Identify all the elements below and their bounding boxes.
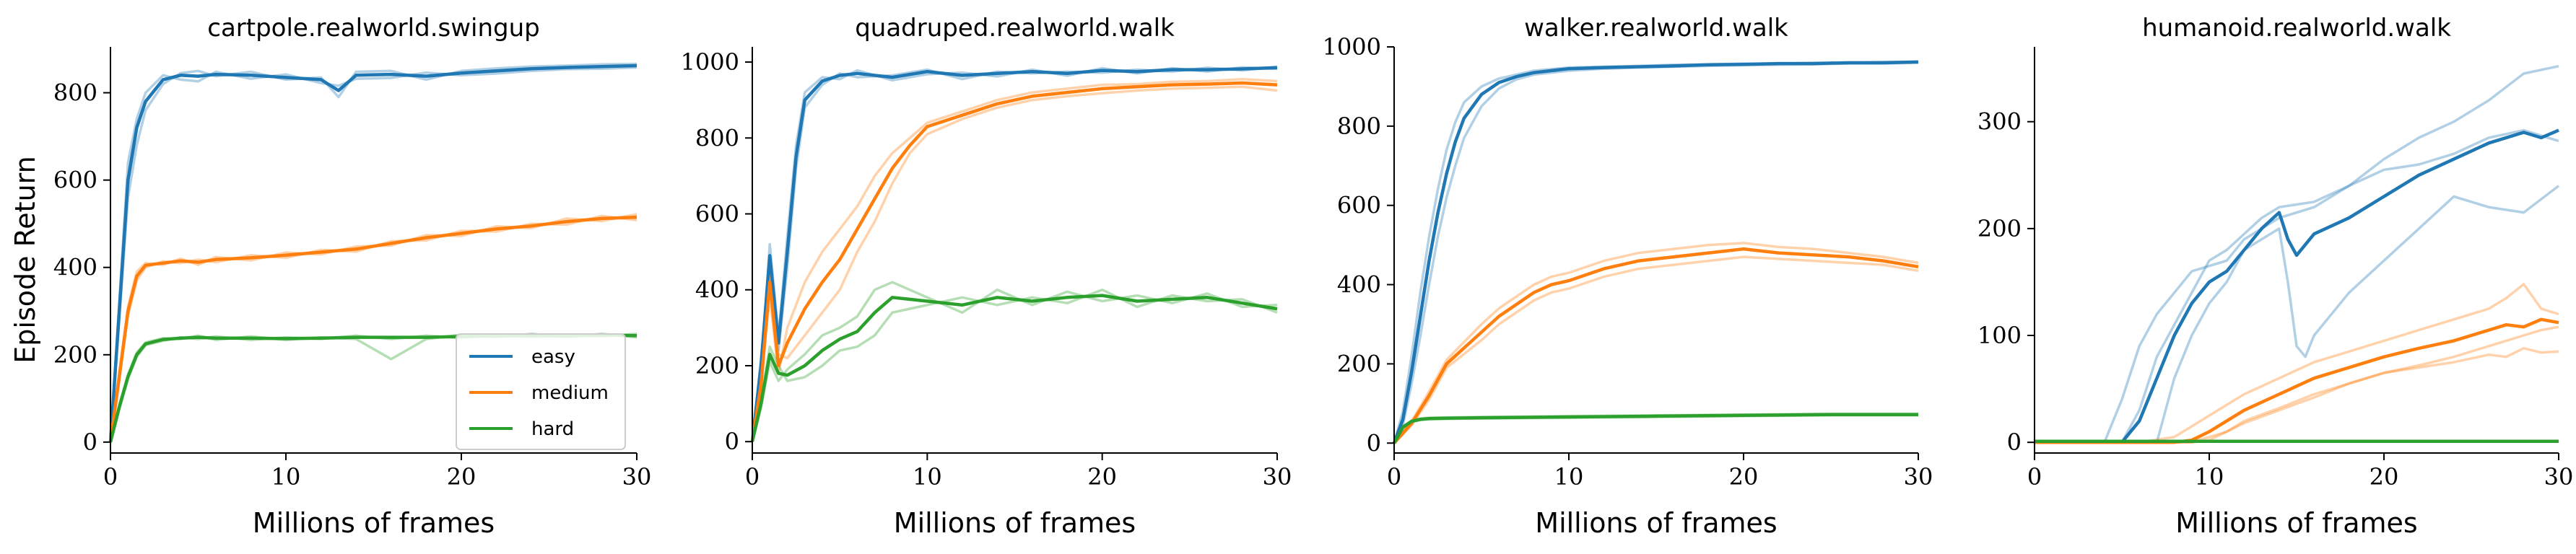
y-tick-label: 600: [1337, 192, 1381, 219]
y-tick-label: 1000: [1323, 33, 1381, 61]
legend-entry-medium: medium: [469, 382, 609, 404]
y-tick-label: 400: [53, 254, 97, 281]
x-tick-label: 10: [2195, 463, 2224, 491]
x-tick-label: 30: [1904, 463, 1933, 491]
series-hard-run-1: [751, 281, 1278, 442]
series-easy-run-3: [2035, 128, 2559, 444]
y-tick-label: 0: [725, 428, 739, 455]
x-axis-label: Millions of frames: [894, 507, 1136, 539]
chart-panel-quadruped: quadruped.realworld.walk 0 10 20 30 0 200 400 60…: [681, 14, 1292, 539]
x-axis-label: Millions of frames: [253, 507, 495, 539]
y-tick-label: 0: [1367, 429, 1381, 457]
legend-label-medium: medium: [531, 382, 609, 404]
x-tick-label: 20: [2370, 463, 2399, 491]
y-tick-label: 100: [1977, 322, 2022, 349]
y-tick-label: 800: [53, 79, 97, 107]
chart-title: humanoid.realworld.walk: [2142, 14, 2451, 43]
y-tick-label: 400: [695, 276, 739, 304]
x-tick-label: 0: [103, 463, 118, 491]
x-axis-label: Millions of frames: [1535, 507, 1777, 539]
y-tick-label: 200: [53, 341, 97, 369]
x-tick-label: 0: [2027, 463, 2042, 491]
series-hard-run-2: [751, 288, 1278, 442]
y-tick-label: 800: [1337, 113, 1381, 140]
chart-title: cartpole.realworld.swingup: [207, 14, 539, 43]
chart-panel-walker: walker.realworld.walk 0 10 20 30 0 200 400 600 80…: [1323, 14, 1933, 539]
y-tick-label: 200: [1337, 350, 1381, 377]
series-hard-line: [750, 294, 1278, 442]
y-tick-label: 1000: [681, 48, 739, 76]
y-tick-label: 0: [2007, 428, 2022, 456]
series-medium-run-2: [751, 85, 1278, 442]
chart-panel-cartpole: cartpole.realworld.swingup 0 10 20 30 0 200 400…: [53, 14, 651, 539]
series-easy-line: [2035, 128, 2559, 444]
series-medium-run-2: [1393, 255, 1919, 444]
x-tick-label: 0: [1387, 463, 1401, 491]
series-easy-run-2: [751, 66, 1278, 442]
x-tick-label: 20: [447, 463, 477, 491]
series-easy-line: [1392, 60, 1919, 444]
legend-label-easy: easy: [531, 346, 575, 368]
x-tick-label: 10: [1554, 463, 1584, 491]
series-medium-line: [108, 215, 638, 443]
x-axis-label: Millions of frames: [2175, 507, 2417, 539]
x-tick-label: 30: [2544, 463, 2574, 491]
x-tick-label: 10: [271, 463, 301, 491]
legend-entry-easy: easy: [469, 346, 575, 368]
x-tick-label: 20: [1087, 463, 1117, 491]
series-medium-run-3: [2035, 347, 2559, 444]
legend-entry-hard: hard: [469, 418, 574, 440]
y-tick-label: 800: [695, 124, 739, 151]
y-tick-label: 600: [695, 201, 739, 228]
series-hard-line: [1393, 413, 1918, 444]
legend-label-hard: hard: [531, 418, 574, 440]
series-medium-line: [1393, 247, 1919, 444]
legend-frame: [456, 333, 626, 450]
x-tick-label: 10: [913, 463, 942, 491]
x-tick-label: 20: [1729, 463, 1759, 491]
legend: easy medium hard: [456, 333, 626, 450]
y-tick-label: 0: [83, 428, 97, 456]
series-easy-line: [750, 66, 1278, 442]
series-medium-run-1: [1393, 242, 1919, 444]
y-tick-label: 300: [1977, 108, 2022, 136]
y-tick-label: 600: [53, 167, 97, 194]
series-easy-run-1: [2035, 64, 2559, 444]
series-medium-line: [750, 81, 1278, 442]
series-easy-line: [108, 63, 638, 443]
x-tick-label: 30: [622, 463, 652, 491]
chart-title: walker.realworld.walk: [1524, 14, 1788, 43]
y-axis-label: Episode Return: [9, 156, 41, 363]
x-tick-label: 0: [745, 463, 760, 491]
series-medium-run-1: [751, 77, 1278, 442]
chart-title: quadruped.realworld.walk: [855, 14, 1175, 43]
y-tick-label: 200: [695, 352, 739, 379]
y-tick-label: 200: [1977, 215, 2022, 242]
x-tick-label: 30: [1263, 463, 1292, 491]
series-hard-run-2: [1393, 414, 1918, 444]
series-easy-run-1: [751, 65, 1278, 442]
y-tick-label: 400: [1337, 271, 1381, 299]
